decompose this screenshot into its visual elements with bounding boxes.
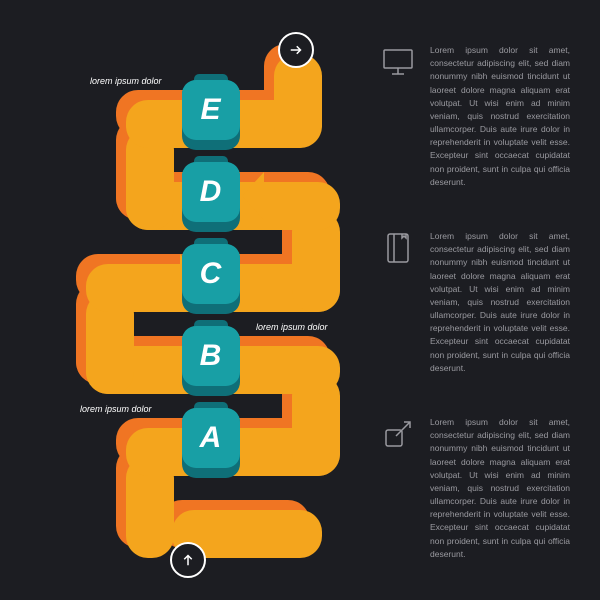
step-badge: B xyxy=(182,326,240,396)
badge-face: E xyxy=(182,80,240,140)
badge-letter: B xyxy=(200,339,223,373)
ribbon-segment xyxy=(274,54,322,148)
description-text: Lorem ipsum dolor sit amet, consectetur … xyxy=(430,230,570,375)
resize-icon xyxy=(380,416,416,452)
step-badge: E xyxy=(182,80,240,150)
step-badge: D xyxy=(182,162,240,232)
ribbon-caption: lorem ipsum dolor xyxy=(256,322,328,332)
ribbon-caption: lorem ipsum dolor xyxy=(90,76,162,86)
badge-letter: E xyxy=(200,93,221,127)
ribbon-caption: lorem ipsum dolor xyxy=(80,404,152,414)
endpoint-bottom-arrow-icon xyxy=(170,542,206,578)
badge-face: C xyxy=(182,244,240,304)
step-badge: C xyxy=(182,244,240,314)
description-block: Lorem ipsum dolor sit amet, consectetur … xyxy=(380,44,570,189)
infographic-stage: E D C B A lorem ipsum dolor lorem ipsum dolor… xyxy=(0,0,600,600)
badge-face: B xyxy=(182,326,240,386)
description-block: Lorem ipsum dolor sit amet, consectetur … xyxy=(380,230,570,375)
ribbon-chevron-icon xyxy=(242,172,264,220)
description-block: Lorem ipsum dolor sit amet, consectetur … xyxy=(380,416,570,561)
badge-face: D xyxy=(182,162,240,222)
badge-letter: D xyxy=(200,175,223,209)
monitor-icon xyxy=(380,44,416,80)
badge-letter: C xyxy=(200,257,223,291)
badge-letter: A xyxy=(200,421,223,455)
step-badge: A xyxy=(182,408,240,478)
description-text: Lorem ipsum dolor sit amet, consectetur … xyxy=(430,416,570,561)
description-text: Lorem ipsum dolor sit amet, consectetur … xyxy=(430,44,570,189)
badge-face: A xyxy=(182,408,240,468)
endpoint-top-arrow-icon xyxy=(278,32,314,68)
notebook-icon xyxy=(380,230,416,266)
